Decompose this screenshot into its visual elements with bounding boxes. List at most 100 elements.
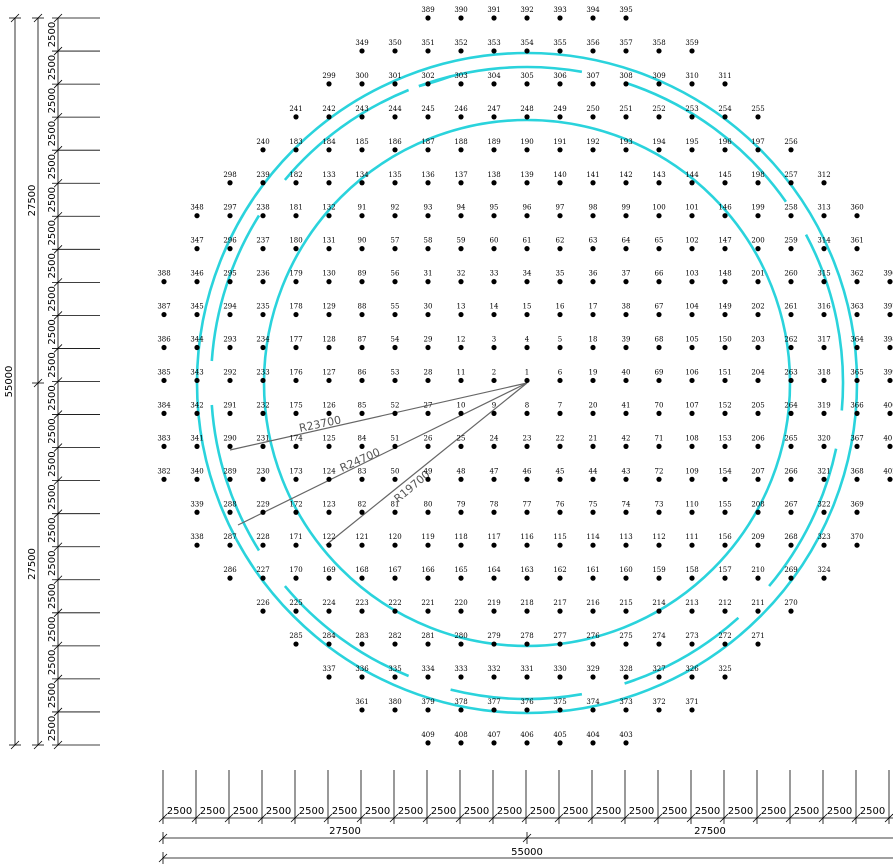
pile-number: 167 xyxy=(388,566,401,574)
pile-number: 270 xyxy=(784,599,797,607)
pile-dot xyxy=(722,410,728,416)
pile-dot xyxy=(359,476,365,482)
pile-dot xyxy=(293,180,299,186)
pile-dot xyxy=(359,542,365,548)
tick-slash xyxy=(521,813,531,823)
tick-slash xyxy=(323,813,333,823)
pile-number: 291 xyxy=(223,401,236,409)
pile-dot xyxy=(722,443,728,449)
pile-dot xyxy=(491,410,497,416)
pile-number: 342 xyxy=(190,401,203,409)
pile-dot xyxy=(458,377,464,384)
pile-dot xyxy=(854,279,860,285)
pile-dot xyxy=(326,608,332,614)
pile-number: 306 xyxy=(553,72,567,80)
vertical-dimension-chain: 2500 2500 2500 2500 2500 2500 2500 2500 2500 2500… xyxy=(4,13,100,750)
pile-dot xyxy=(656,608,662,614)
pile-number: 16 xyxy=(556,303,565,311)
pile-number: 122 xyxy=(322,533,335,541)
pile-dot xyxy=(524,410,530,416)
pile-number: 332 xyxy=(487,665,500,673)
pile-dot xyxy=(722,114,728,120)
pile-dot xyxy=(524,476,530,482)
pile-number: 377 xyxy=(487,698,500,706)
pile-number: 221 xyxy=(421,599,434,607)
pile-dot xyxy=(755,147,761,153)
pile-dot xyxy=(425,114,431,120)
pile-dot xyxy=(821,279,827,285)
module-dim-label: 2500 xyxy=(47,154,58,179)
pile-number: 323 xyxy=(817,533,830,541)
pile-dot xyxy=(755,311,761,318)
pile-dot xyxy=(491,740,497,746)
pile-number: 126 xyxy=(322,401,336,409)
pile-dot xyxy=(392,641,398,647)
tick-slash xyxy=(53,145,63,155)
pile-dot xyxy=(623,114,629,120)
pile-dot xyxy=(491,674,497,680)
pile-dot xyxy=(755,180,761,186)
pile-dot xyxy=(689,344,695,351)
pile-number: 185 xyxy=(355,138,368,146)
pile-number: 292 xyxy=(223,368,236,376)
pile-dot xyxy=(524,641,530,647)
pile-dot xyxy=(887,476,893,482)
pile-number: 276 xyxy=(586,632,600,640)
total-dim-label: 55000 xyxy=(4,366,15,398)
pile-dot xyxy=(656,114,662,120)
tick-slash xyxy=(33,13,43,23)
pile-dot xyxy=(194,476,200,482)
pile-dot xyxy=(491,377,497,384)
pile-dot xyxy=(623,641,629,647)
module-dim-label: 2500 xyxy=(47,121,58,146)
pile-number: 26 xyxy=(424,434,433,442)
pile-number: 17 xyxy=(589,303,598,311)
pile-number: 300 xyxy=(355,72,368,80)
tick-slash xyxy=(53,311,63,320)
pile-dot xyxy=(458,641,464,647)
pile-dot xyxy=(491,114,497,120)
pile-number: 83 xyxy=(358,467,367,475)
pile-number: 351 xyxy=(421,39,434,47)
pile-dot xyxy=(458,542,464,548)
pile-dot xyxy=(623,707,629,713)
pile-number: 209 xyxy=(751,533,764,541)
pile-number: 303 xyxy=(454,72,467,80)
pile-dot xyxy=(788,608,794,614)
pile-dot xyxy=(392,246,398,252)
pile-dot xyxy=(557,443,563,449)
pile-dot xyxy=(854,509,860,515)
pile-dot xyxy=(359,377,365,384)
pile-number: 277 xyxy=(553,632,566,640)
tick-slash xyxy=(53,178,63,188)
module-dim-label: 2500 xyxy=(47,352,58,377)
pile-number: 128 xyxy=(322,336,335,344)
pile-number: 403 xyxy=(619,731,632,739)
pile-dot xyxy=(821,575,827,581)
pile-number: 150 xyxy=(718,336,731,344)
pile-dot xyxy=(590,443,596,449)
pile-number: 288 xyxy=(223,500,236,508)
pile-number: 333 xyxy=(454,665,467,673)
pile-dot xyxy=(755,509,761,515)
pile-number: 235 xyxy=(256,303,269,311)
middle-ring-segment xyxy=(624,81,787,203)
pile-number: 148 xyxy=(718,270,731,278)
pile-dot xyxy=(623,81,629,87)
pile-dot xyxy=(755,344,761,351)
module-dim-label: 2500 xyxy=(47,253,58,278)
pile-dot xyxy=(557,279,563,285)
pile-number: 316 xyxy=(817,303,831,311)
pile-number: 398 xyxy=(883,336,893,344)
pile-dot xyxy=(590,311,596,318)
module-dim-label: 2500 xyxy=(47,451,58,476)
pile-number: 318 xyxy=(817,368,830,376)
pile-number: 268 xyxy=(784,533,797,541)
pile-number: 69 xyxy=(655,368,664,376)
pile-dot xyxy=(161,279,167,285)
pile-dot xyxy=(359,410,365,416)
pile-dot xyxy=(458,707,464,713)
pile-number: 234 xyxy=(256,336,270,344)
pile-number: 223 xyxy=(355,599,368,607)
pile-dot xyxy=(623,674,629,680)
